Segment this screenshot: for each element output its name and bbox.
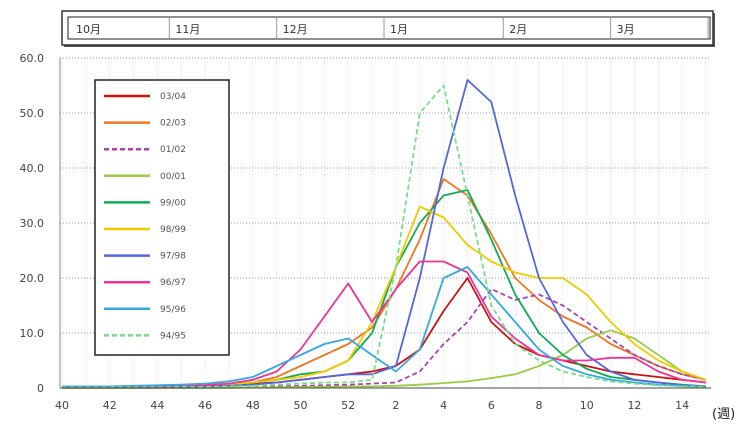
month-label: 3月 [617, 23, 635, 36]
legend-label: 95/96 [160, 305, 186, 315]
month-labels: 10月 11月 12月 1月 2月 3月 [76, 23, 635, 36]
y-tick-label: 50.0 [20, 107, 45, 120]
series-line-94-95 [62, 84, 707, 389]
y-axis-tick-labels: 0 10.0 20.0 30.0 40.0 50.0 60.0 [20, 52, 45, 395]
legend-label: 01/02 [160, 145, 186, 155]
x-tick-label: 4 [440, 399, 447, 412]
x-tick-label: 8 [536, 399, 543, 412]
y-tick-label: 30.0 [20, 217, 45, 230]
x-tick-label: 46 [198, 399, 212, 412]
x-unit-label: (週) [712, 407, 735, 422]
legend-items: 03/04 02/03 01/02 00/01 99/00 98/99 97/98 96/97… [104, 92, 186, 341]
x-tick-label: 50 [294, 399, 308, 412]
month-label: 1月 [390, 23, 408, 36]
x-tick-label: 44 [150, 399, 164, 412]
legend-label: 98/99 [160, 225, 186, 235]
x-tick-label: 40 [55, 399, 69, 412]
x-axis-tick-labels: 40 42 44 46 48 50 52 2 4 6 8 10 12 14 [55, 399, 689, 412]
legend-label: 02/03 [160, 119, 186, 129]
month-label: 10月 [76, 23, 101, 36]
x-tick-label: 10 [580, 399, 594, 412]
x-tick-label: 6 [488, 399, 495, 412]
legend-label: 96/97 [160, 278, 186, 288]
y-tick-label: 20.0 [20, 272, 45, 285]
series-line-96-97 [62, 260, 707, 388]
legend-label: 03/04 [160, 92, 186, 102]
month-label: 2月 [509, 23, 527, 36]
legend-label: 97/98 [160, 252, 186, 262]
y-tick-label: 60.0 [20, 52, 45, 65]
series-line-95-96 [62, 266, 707, 388]
x-tick-label: 48 [246, 399, 260, 412]
legend-label: 94/95 [160, 331, 186, 341]
x-tick-label: 12 [627, 399, 641, 412]
x-tick-label: 2 [392, 399, 399, 412]
month-label: 11月 [175, 23, 200, 36]
x-tick-label: 14 [675, 399, 689, 412]
month-dividers [168, 17, 709, 39]
y-tick-label: 40.0 [20, 162, 45, 175]
month-header-inner [67, 16, 711, 40]
legend-label: 99/00 [160, 198, 186, 208]
legend-label: 00/01 [160, 172, 186, 182]
legend: 03/04 02/03 01/02 00/01 99/00 98/99 97/98 96/97… [94, 79, 230, 356]
x-tick-label: 42 [103, 399, 117, 412]
y-tick-label: 10.0 [20, 327, 45, 340]
x-tick-label: 52 [341, 399, 355, 412]
month-header: 10月 11月 12月 1月 2月 3月 [61, 10, 715, 47]
y-tick-label: 0 [37, 382, 44, 395]
month-label: 12月 [283, 23, 308, 36]
